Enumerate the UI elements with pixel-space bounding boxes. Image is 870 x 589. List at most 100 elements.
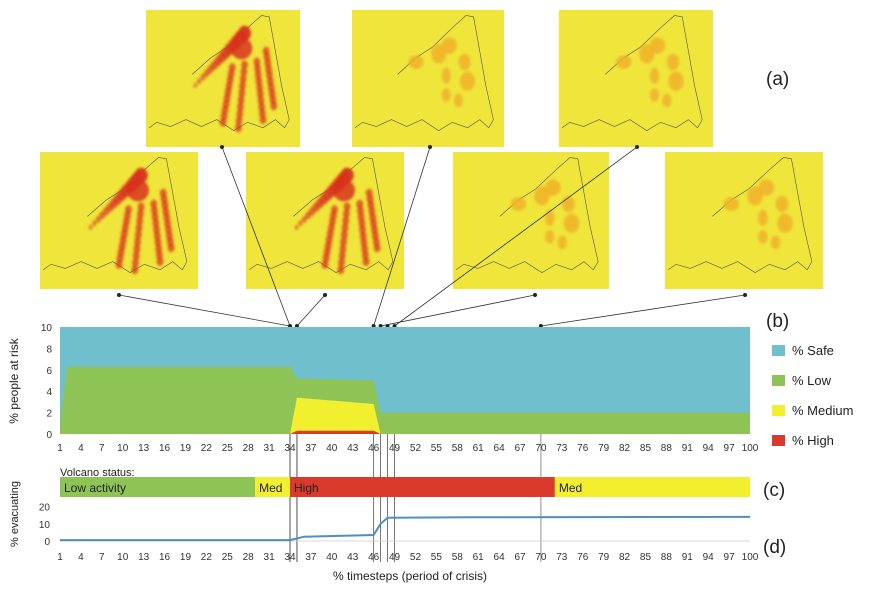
legend-entry: % High: [792, 433, 834, 448]
x-tick: 25: [222, 443, 234, 454]
hazard-map-top-1: [146, 10, 300, 147]
x-tick: 85: [640, 443, 652, 454]
map-connector-line: [296, 294, 326, 327]
x-tick: 10: [117, 552, 129, 563]
x-axis-label: % timesteps (period of crisis): [333, 569, 487, 583]
panel-label-b: (b): [766, 311, 789, 332]
panel-label-a: (a): [766, 69, 789, 90]
x-tick: 13: [138, 552, 150, 563]
hazard-map-top-2: [352, 10, 504, 147]
x-tick: 70: [535, 552, 547, 563]
legend-entry: % Medium: [792, 403, 853, 418]
x-tick: 28: [243, 443, 255, 454]
evacuating-line: [60, 515, 751, 542]
panel-label-c: (c): [763, 480, 785, 501]
evacuating-chart: 0 10 20: [39, 503, 751, 548]
risk-y-tick: 0: [46, 430, 52, 441]
x-tick: 49: [389, 443, 401, 454]
x-tick: 94: [703, 552, 715, 563]
x-tick: 7: [99, 443, 105, 454]
hazard-map-bottom-3: [453, 152, 609, 289]
hazard-map-top-3: [559, 10, 713, 147]
x-tick: 4: [78, 552, 84, 563]
legend-entry: % Safe: [792, 343, 834, 358]
x-tick: 43: [347, 443, 359, 454]
x-tick: 100: [742, 552, 759, 563]
risk-y-axis: 0 2 4 6 8 10: [41, 323, 53, 441]
x-tick: 64: [494, 552, 506, 563]
legend-swatch: [772, 405, 785, 416]
volcano-status-title: Volcano status:: [60, 467, 135, 479]
x-tick: 97: [724, 552, 736, 563]
x-tick: 94: [703, 443, 715, 454]
x-tick: 52: [410, 443, 422, 454]
status-segment-label: High: [294, 481, 319, 495]
x-tick: 4: [78, 443, 84, 454]
x-tick: 19: [180, 552, 192, 563]
map-connector-line: [380, 294, 536, 327]
x-tick: 91: [682, 443, 694, 454]
map-connector-line: [373, 146, 431, 327]
legend-entry: % Low: [792, 373, 832, 388]
x-tick: 61: [473, 552, 485, 563]
status-segment: [290, 477, 555, 497]
x-tick: 37: [305, 443, 317, 454]
x-tick: 91: [682, 552, 694, 563]
x-tick: 82: [619, 552, 631, 563]
evacuating-y-tick: 0: [44, 537, 50, 548]
x-tick: 16: [159, 552, 171, 563]
hazard-maps: [40, 10, 823, 289]
status-segment-label: Med: [259, 481, 282, 495]
x-tick: 88: [661, 552, 673, 563]
risk-y-tick: 6: [46, 366, 52, 377]
map-connector-line: [394, 146, 638, 327]
status-segment: [554, 477, 750, 497]
x-tick: 34: [284, 443, 296, 454]
map-connector-line: [221, 146, 291, 327]
x-tick: 76: [577, 443, 589, 454]
x-tick: 82: [619, 443, 631, 454]
x-tick: 13: [138, 443, 150, 454]
x-tick: 76: [577, 552, 589, 563]
hazard-map-bottom-2: [246, 152, 404, 289]
x-tick: 88: [661, 443, 673, 454]
x-tick: 61: [473, 443, 485, 454]
x-tick: 40: [326, 443, 338, 454]
risk-area-chart: [60, 327, 750, 434]
map-connector-line: [540, 294, 746, 327]
x-tick: 52: [410, 552, 422, 563]
x-tick: 79: [598, 443, 610, 454]
map-connector-line: [118, 294, 291, 327]
x-tick: 58: [452, 552, 464, 563]
x-tick: 79: [598, 552, 610, 563]
risk-y-axis-label: % people at risk: [7, 337, 21, 423]
x-tick-labels: 1 4 7 10 13 16 19 22 25 28 31 34 37 40 43 46 49 52 55 58 61 6…: [57, 443, 759, 563]
x-tick: 55: [431, 443, 443, 454]
x-tick: 46: [368, 443, 380, 454]
x-tick: 73: [556, 552, 568, 563]
x-tick: 16: [159, 443, 171, 454]
x-tick: 40: [326, 552, 338, 563]
hazard-map-bottom-1: [40, 152, 198, 289]
status-segment-label: Low activity: [64, 481, 126, 495]
status-segment-label: Med: [559, 481, 582, 495]
x-tick: 37: [305, 552, 317, 563]
x-tick: 58: [452, 443, 464, 454]
risk-area-low: [60, 366, 750, 434]
risk-y-tick: 10: [41, 323, 53, 334]
x-tick: 34: [284, 552, 296, 563]
x-tick: 10: [117, 443, 129, 454]
risk-y-tick: 2: [46, 409, 52, 420]
panel-label-d: (d): [763, 537, 786, 558]
legend-swatch: [772, 375, 785, 386]
x-tick: 64: [494, 443, 506, 454]
x-tick: 70: [535, 443, 547, 454]
map-connectors: [117, 145, 747, 562]
x-tick: 55: [431, 552, 443, 563]
evacuating-y-tick: 20: [39, 503, 51, 514]
legend-swatch: [772, 435, 785, 446]
x-tick: 67: [514, 552, 526, 563]
x-tick: 31: [264, 443, 276, 454]
x-tick: 31: [264, 552, 276, 563]
volcano-status-bar: Low activity Med High Med: [60, 477, 750, 497]
